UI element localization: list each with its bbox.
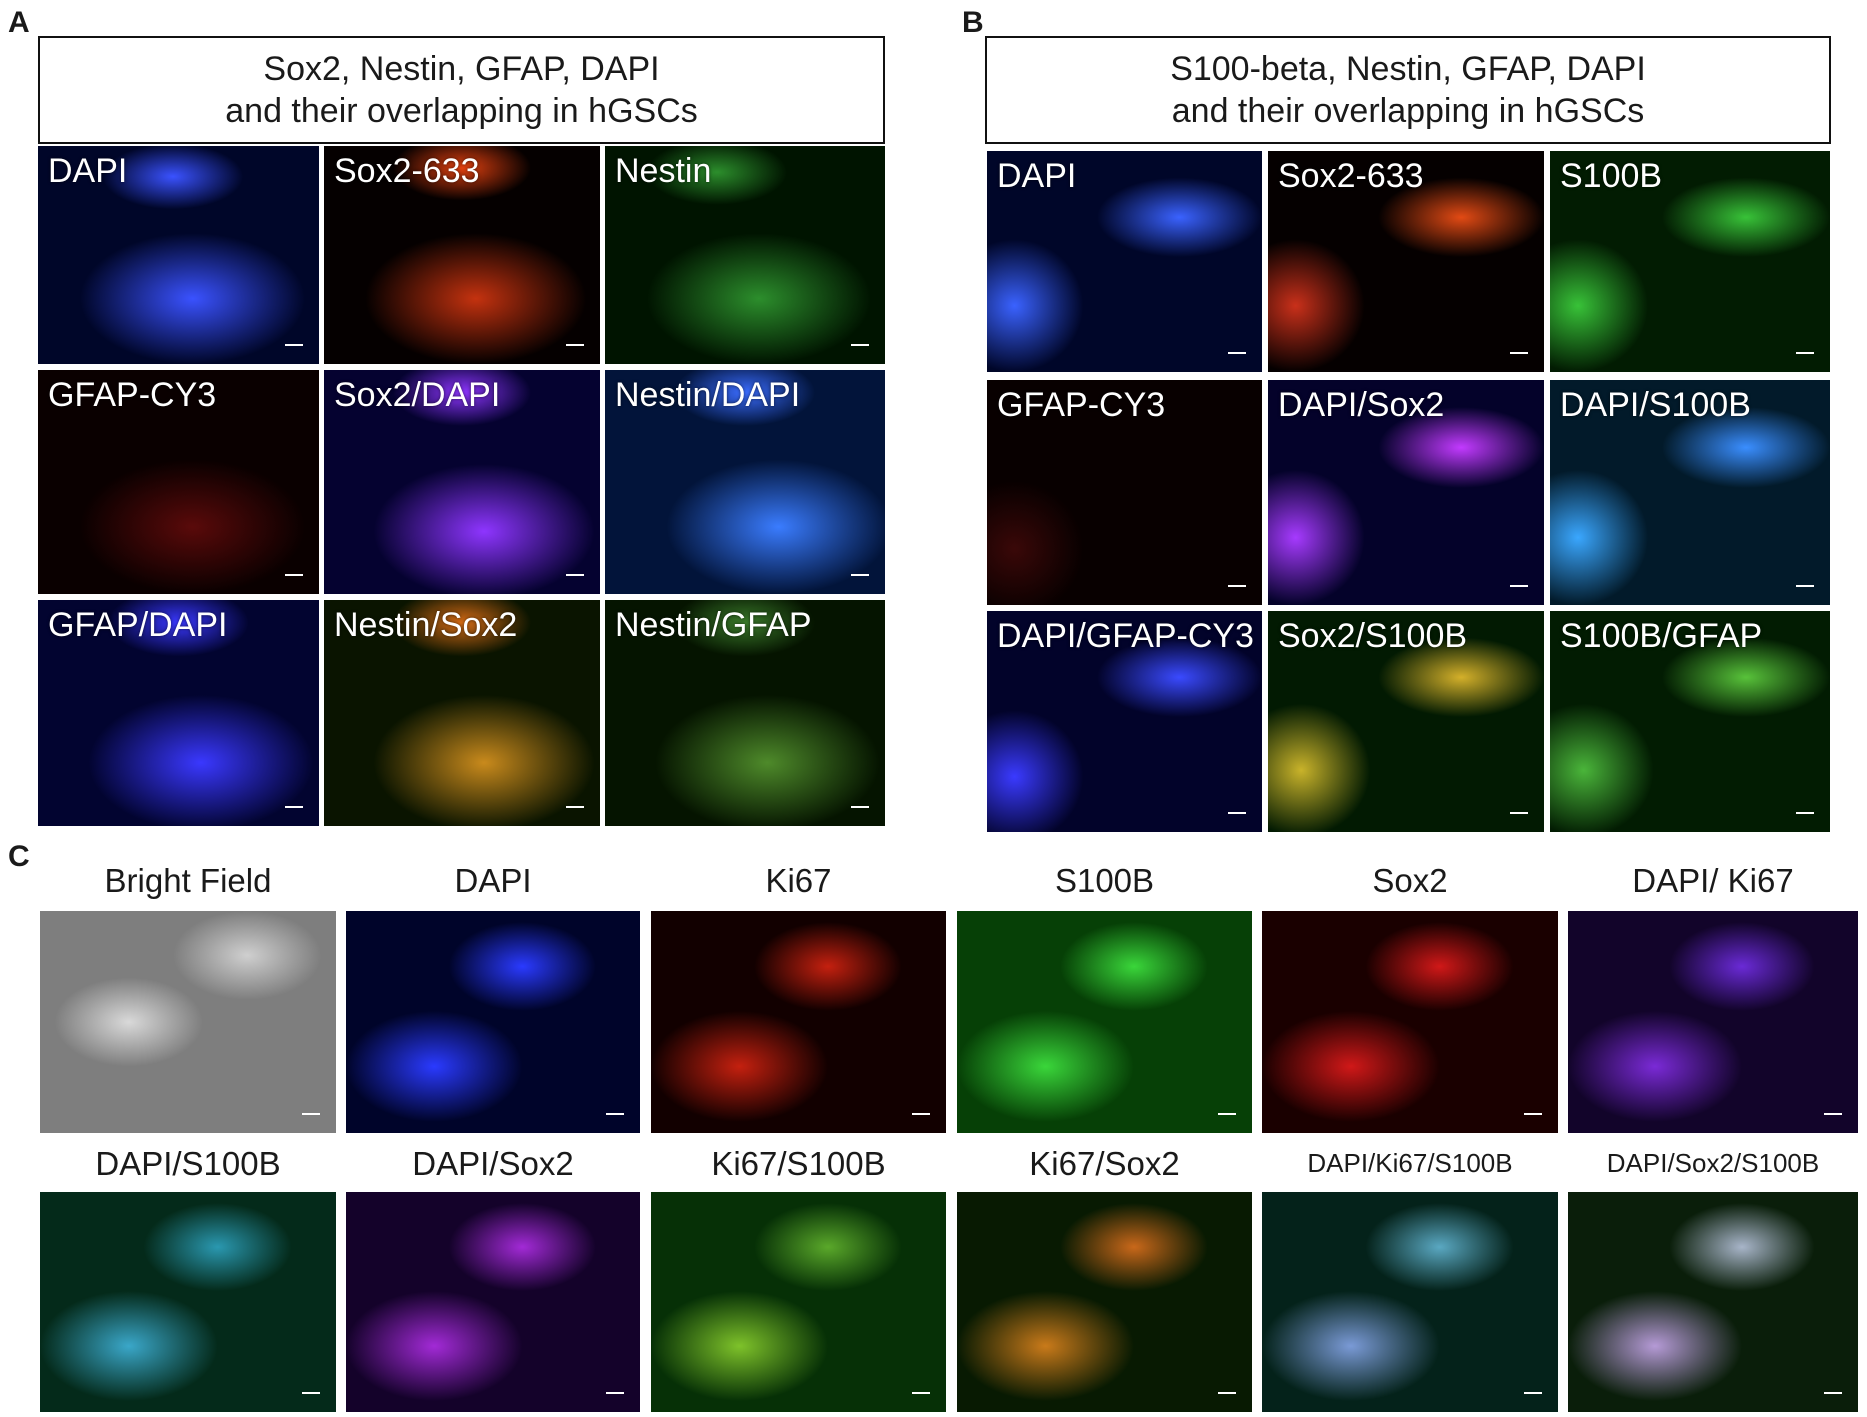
panel-a-title: Sox2, Nestin, GFAP, DAPI and their overl… <box>38 36 885 144</box>
tile-label: GFAP-CY3 <box>48 376 217 414</box>
panel-b-title: S100-beta, Nestin, GFAP, DAPI and their … <box>985 36 1831 144</box>
tile-label: Sox2/S100B <box>1278 617 1468 655</box>
image-tile <box>40 1192 336 1412</box>
tile-label: GFAP-CY3 <box>997 386 1166 424</box>
image-tile: Sox2-633 <box>324 146 600 364</box>
scale-bar <box>285 344 303 346</box>
scale-bar <box>1796 585 1814 587</box>
image-tile <box>651 911 946 1133</box>
image-tile <box>40 911 336 1133</box>
image-tile: Nestin/DAPI <box>605 370 885 594</box>
scale-bar <box>1218 1113 1236 1115</box>
image-tile <box>651 1192 946 1412</box>
tile-label: GFAP/DAPI <box>48 606 228 644</box>
scale-bar <box>566 344 584 346</box>
scale-bar <box>566 574 584 576</box>
image-tile: DAPI <box>987 151 1262 372</box>
image-tile: Sox2-633 <box>1268 151 1544 372</box>
image-tile: S100B <box>1550 151 1830 372</box>
tile-label: DAPI/S100B <box>1560 386 1751 424</box>
panel-a-title-line2: and their overlapping in hGSCs <box>225 92 698 130</box>
tile-label: DAPI <box>997 157 1077 195</box>
scale-bar <box>285 806 303 808</box>
scale-bar <box>1510 585 1528 587</box>
image-tile: S100B/GFAP <box>1550 611 1830 832</box>
column-label: DAPI/Sox2/S100B <box>1606 1148 1820 1178</box>
scale-bar <box>1510 352 1528 354</box>
image-tile: Sox2/S100B <box>1268 611 1544 832</box>
scale-bar <box>912 1113 930 1115</box>
panel-b-title-line1: S100-beta, Nestin, GFAP, DAPI <box>1170 50 1646 88</box>
scale-bar <box>302 1392 320 1394</box>
scale-bar <box>1510 812 1528 814</box>
tile-label: DAPI/Sox2 <box>1278 386 1445 424</box>
scale-bar <box>1228 812 1246 814</box>
column-label: Sox2 <box>1372 862 1448 899</box>
scale-bar <box>912 1392 930 1394</box>
column-label: Ki67 <box>765 862 832 899</box>
tile-label: DAPI <box>48 152 128 190</box>
panel-a-title-line1: Sox2, Nestin, GFAP, DAPI <box>263 50 660 88</box>
tile-label: Nestin/GFAP <box>615 606 812 644</box>
image-tile <box>1568 911 1858 1133</box>
image-tile: Sox2/DAPI <box>324 370 600 594</box>
image-tile: Nestin/GFAP <box>605 600 885 826</box>
panel-c-letter: C <box>8 840 30 873</box>
scale-bar <box>285 574 303 576</box>
panel-b-title-line2: and their overlapping in hGSCs <box>1171 92 1645 130</box>
scale-bar <box>1824 1113 1842 1115</box>
scale-bar <box>1524 1392 1542 1394</box>
image-tile <box>346 1192 640 1412</box>
column-label: Ki67/S100B <box>711 1145 886 1182</box>
scale-bar <box>606 1392 624 1394</box>
scale-bar <box>851 344 869 346</box>
image-tile: DAPI/Sox2 <box>1268 380 1544 605</box>
column-label: Ki67/Sox2 <box>1029 1145 1180 1182</box>
tile-label: Nestin/DAPI <box>615 376 801 414</box>
tile-label: S100B/GFAP <box>1560 617 1763 655</box>
column-label: DAPI <box>454 862 532 899</box>
tile-label: Nestin <box>615 152 712 190</box>
column-label: S100B <box>1054 862 1155 899</box>
tile-label: Sox2-633 <box>334 152 480 190</box>
image-tile <box>957 911 1252 1133</box>
image-tile: DAPI <box>38 146 319 364</box>
image-tile <box>346 911 640 1133</box>
panel-b-letter: B <box>962 6 984 39</box>
tile-label: Nestin/Sox2 <box>334 606 518 644</box>
image-tile: DAPI/GFAP-CY3 <box>987 611 1262 832</box>
image-tile: GFAP-CY3 <box>987 380 1262 605</box>
panel-a-letter: A <box>8 6 30 39</box>
column-label: DAPI/ Ki67 <box>1632 862 1794 899</box>
image-tile <box>1262 911 1558 1133</box>
image-tile: GFAP-CY3 <box>38 370 319 594</box>
scale-bar <box>302 1113 320 1115</box>
column-label: DAPI/S100B <box>95 1145 281 1182</box>
tile-label: S100B <box>1560 157 1663 195</box>
scale-bar <box>566 806 584 808</box>
scale-bar <box>1796 352 1814 354</box>
tile-label: Sox2/DAPI <box>334 376 501 414</box>
scale-bar <box>851 806 869 808</box>
scale-bar <box>606 1113 624 1115</box>
scale-bar <box>1524 1113 1542 1115</box>
scale-bar <box>1218 1392 1236 1394</box>
tile-label: Sox2-633 <box>1278 157 1424 195</box>
image-tile <box>957 1192 1252 1412</box>
image-tile: GFAP/DAPI <box>38 600 319 826</box>
tile-label: DAPI/GFAP-CY3 <box>997 617 1254 655</box>
column-label: DAPI/Ki67/S100B <box>1307 1148 1513 1178</box>
scale-bar <box>1228 585 1246 587</box>
image-tile <box>1568 1192 1858 1412</box>
image-tile: DAPI/S100B <box>1550 380 1830 605</box>
scale-bar <box>1228 352 1246 354</box>
image-tile: Nestin <box>605 146 885 364</box>
scale-bar <box>1824 1392 1842 1394</box>
image-tile <box>1262 1192 1558 1412</box>
image-tile: Nestin/Sox2 <box>324 600 600 826</box>
scale-bar <box>851 574 869 576</box>
scale-bar <box>1796 812 1814 814</box>
column-label: Bright Field <box>104 862 272 899</box>
column-label: DAPI/Sox2 <box>412 1145 574 1182</box>
